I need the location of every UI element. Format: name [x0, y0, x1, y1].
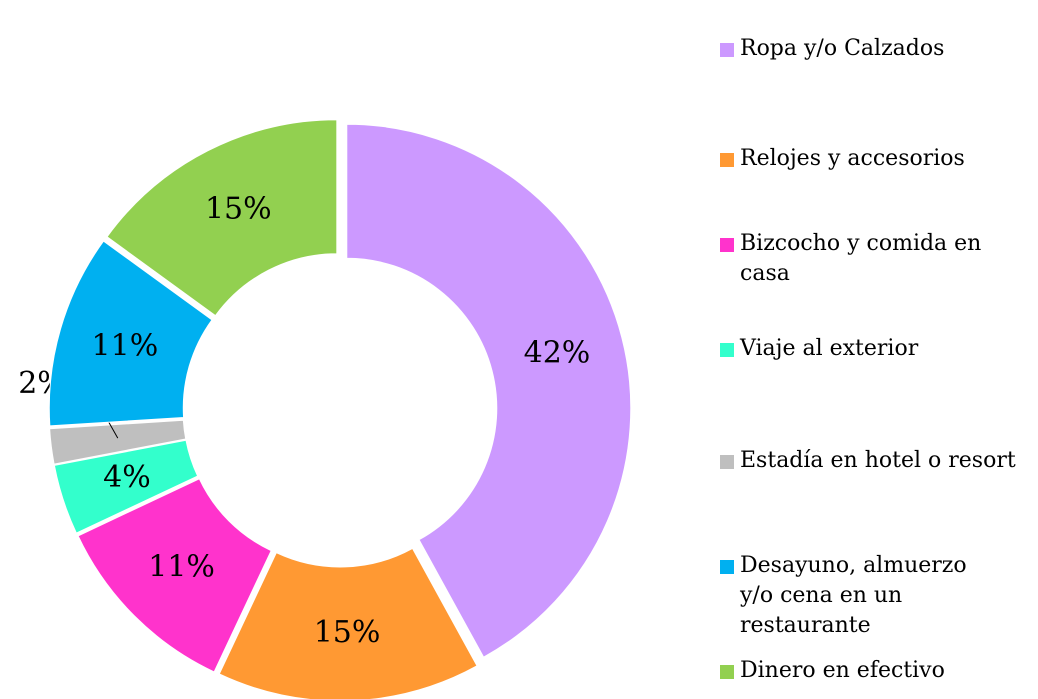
legend-item: Dinero en efectivo: [720, 656, 1020, 686]
data-label: 4%: [103, 460, 151, 495]
legend-label: Relojes y accesorios: [740, 146, 965, 171]
donut-slice: [77, 478, 272, 673]
legend-swatch: [720, 153, 734, 167]
data-label: 42%: [524, 335, 591, 370]
legend-label: Viaje al exterior: [740, 336, 919, 361]
legend-swatch: [720, 43, 734, 57]
data-label: 15%: [314, 615, 381, 650]
legend-swatch: [720, 665, 734, 679]
legend-label: Ropa y/o Calzados: [740, 36, 945, 61]
data-label: 15%: [205, 191, 272, 226]
legend-item: Ropa y/o Calzados: [720, 34, 1020, 64]
donut-slice: [48, 240, 213, 427]
data-label: 11%: [92, 329, 159, 364]
legend-label: Estadía en hotel o resort: [740, 448, 1016, 473]
legend-item: Relojes y accesorios: [720, 144, 1020, 174]
legend-swatch: [720, 343, 734, 357]
donut-slice: [106, 119, 338, 317]
donut-slice: [53, 439, 199, 534]
legend-label: Desayuno, almuerzo y/o cena en un restau…: [740, 553, 967, 638]
data-label: 11%: [148, 549, 215, 584]
donut-slice: [346, 123, 632, 658]
legend-label: Bizcocho y comida en casa: [740, 231, 982, 286]
chart: 42%15%11%4%2%11%15%: [18, 119, 632, 699]
legend-swatch: [720, 238, 734, 252]
legend-item: Estadía en hotel o resort: [720, 446, 1020, 476]
donut-slice: [218, 547, 478, 699]
legend-swatch: [720, 560, 734, 574]
legend-item: Desayuno, almuerzo y/o cena en un restau…: [720, 551, 1020, 641]
legend-swatch: [720, 455, 734, 469]
legend-item: Bizcocho y comida en casa: [720, 229, 1020, 289]
legend-item: Viaje al exterior: [720, 334, 1020, 364]
donut-slice: [49, 419, 187, 465]
legend-label: Dinero en efectivo: [740, 658, 945, 683]
